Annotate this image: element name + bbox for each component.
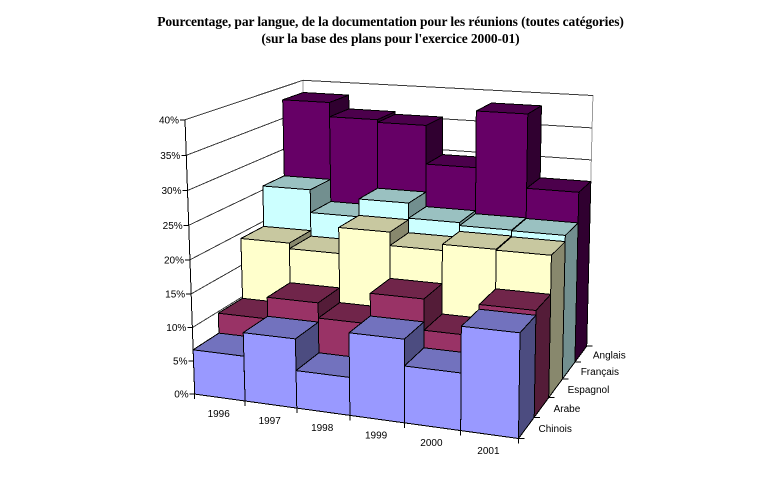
svg-text:Arabe: Arabe: [554, 404, 581, 415]
svg-text:5%: 5%: [173, 357, 188, 368]
svg-text:20%: 20%: [164, 255, 184, 266]
svg-text:1999: 1999: [365, 431, 388, 442]
svg-text:Chinois: Chinois: [539, 424, 572, 435]
svg-text:30%: 30%: [161, 186, 181, 197]
svg-text:1998: 1998: [311, 423, 334, 434]
svg-text:1997: 1997: [259, 416, 282, 427]
svg-text:15%: 15%: [165, 289, 185, 300]
svg-text:40%: 40%: [159, 115, 179, 126]
svg-text:2000: 2000: [420, 438, 443, 449]
svg-text:Français: Français: [581, 367, 619, 378]
svg-text:10%: 10%: [166, 323, 186, 334]
svg-text:35%: 35%: [160, 151, 180, 162]
svg-text:25%: 25%: [163, 221, 183, 232]
svg-text:Anglais: Anglais: [593, 351, 626, 362]
svg-text:1996: 1996: [208, 409, 231, 420]
svg-text:2001: 2001: [477, 446, 500, 457]
svg-text:Espagnol: Espagnol: [568, 385, 610, 396]
svg-text:0%: 0%: [174, 390, 189, 401]
